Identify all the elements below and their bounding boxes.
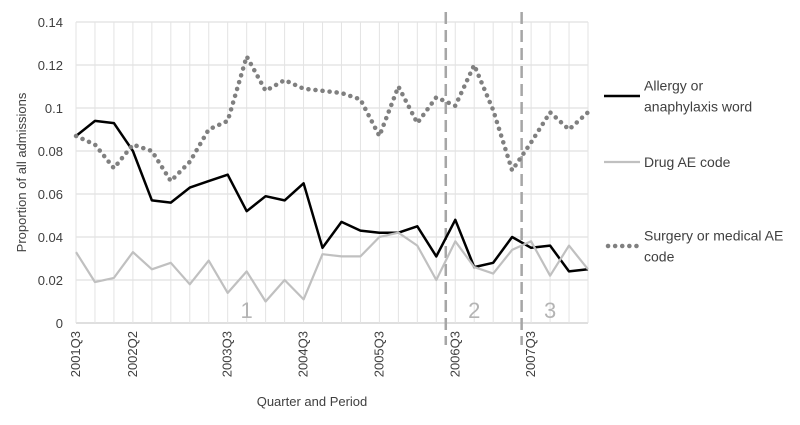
series-line: [75, 119, 589, 273]
legend-label: Allergy or anaphylaxis word: [644, 78, 752, 115]
x-axis-title: Quarter and Period: [257, 394, 368, 409]
x-tick-label: 2007Q3: [523, 331, 538, 377]
x-tick-label: 2004Q3: [296, 331, 311, 377]
series-line: [75, 231, 589, 303]
x-tick-label: 2006Q3: [447, 331, 462, 377]
series-line: [73, 54, 591, 184]
y-tick-label: 0.12: [38, 58, 63, 73]
legend-item: Surgery or medical AE code: [605, 228, 783, 265]
legend: Allergy or anaphylaxis word Drug AE code Su…: [604, 78, 783, 265]
legend-label: Drug AE code: [644, 154, 731, 170]
period-label: 1: [241, 298, 253, 323]
y-tick-label: 0.02: [38, 273, 63, 288]
legend-item: Drug AE code: [604, 154, 731, 170]
x-tick-label: 2005Q3: [371, 331, 386, 377]
y-tick-label: 0.1: [45, 101, 63, 116]
period-dividers: [444, 12, 523, 345]
period-labels: 1 2 3: [241, 298, 557, 323]
y-tick-label: 0.04: [38, 230, 63, 245]
period-label: 3: [544, 298, 556, 323]
x-tick-label: 2003Q3: [220, 331, 235, 377]
y-tick-label: 0.08: [38, 144, 63, 159]
y-tick-label: 0: [56, 316, 63, 331]
y-axis-ticks: 0 0.02 0.04 0.06 0.08 0.1 0.12 0.14: [38, 15, 63, 331]
x-axis-ticks: 2001Q3 2002Q2 2003Q3 2004Q3 2005Q3 2006Q3 2007…: [68, 331, 538, 377]
y-axis-title: Proportion of all admissions: [14, 92, 29, 252]
x-tick-label: 2002Q2: [125, 331, 140, 377]
period-label: 2: [468, 298, 480, 323]
gridlines: [75, 21, 589, 324]
y-tick-label: 0.14: [38, 15, 63, 30]
plot-series: [73, 54, 591, 303]
legend-item: Allergy or anaphylaxis word: [604, 78, 752, 115]
y-tick-label: 0.06: [38, 187, 63, 202]
legend-label: Surgery or medical AE code: [644, 228, 783, 265]
x-tick-label: 2001Q3: [68, 331, 83, 377]
